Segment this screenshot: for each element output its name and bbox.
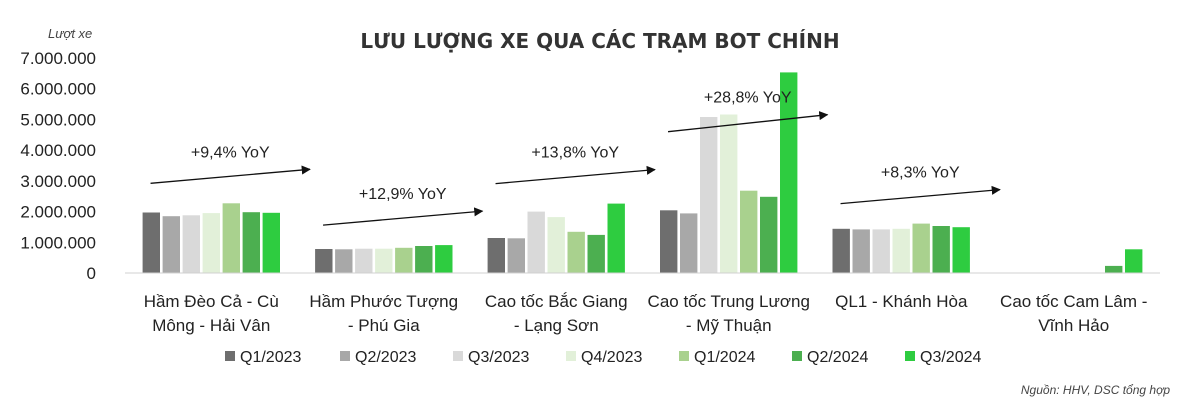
legend-label: Q2/2023 xyxy=(355,349,416,366)
legend-swatch-Q4-2023 xyxy=(566,351,576,361)
yoy-annotation-label: +8,3% YoY xyxy=(881,165,960,182)
bar-Q1-2023 xyxy=(660,210,678,273)
legend-swatch-Q1-2024 xyxy=(679,351,689,361)
legend-label: Q4/2023 xyxy=(581,349,642,366)
bar-Q1-2023 xyxy=(142,212,160,273)
y-tick-label: 5.000.000 xyxy=(20,110,96,129)
chart-title: LƯU LƯỢNG XE QUA CÁC TRẠM BOT CHÍNH xyxy=(360,29,839,53)
y-axis-ticks: 0 1.000.000 2.000.000 3.000.000 4.000.000 5.0… xyxy=(20,49,96,283)
bar-Q1-2024 xyxy=(912,223,930,273)
legend-swatch-Q2-2023 xyxy=(340,351,350,361)
bar-Q1-2024 xyxy=(567,231,585,273)
x-tick-label: QL1 - Khánh Hòa xyxy=(835,292,968,311)
y-tick-label: 7.000.000 xyxy=(20,49,96,68)
bar-Q1-2023 xyxy=(315,249,333,273)
y-tick-label: 3.000.000 xyxy=(20,172,96,191)
bar-Q3-2023 xyxy=(355,248,373,273)
yoy-arrow xyxy=(150,165,311,184)
x-tick-label: Cao tốc Bắc Giang - Lạng Sơn xyxy=(485,292,628,335)
legend-label: Q1/2024 xyxy=(694,349,755,366)
bar-Q1-2023 xyxy=(487,238,505,273)
bar-Q4-2023 xyxy=(892,228,910,273)
yoy-annotation-label: +12,9% YoY xyxy=(359,186,447,203)
bar-Q2-2024 xyxy=(932,226,950,273)
bar-Q4-2023 xyxy=(547,217,565,273)
bar-Q2-2024 xyxy=(587,234,605,273)
x-tick-label: Cao tốc Cam Lâm -Vĩnh Hảo xyxy=(1000,292,1147,335)
bar-Q3-2023 xyxy=(872,229,890,273)
bar-Q3-2024 xyxy=(262,212,280,273)
x-tick-label: Hầm Phước Tượng - Phú Gia xyxy=(309,292,458,335)
x-axis-ticks: Hầm Đèo Cả - Cù Mông - Hải Vân Hầm Phước T… xyxy=(144,292,1148,335)
bar-Q4-2023 xyxy=(375,248,393,273)
yoy-annotation-label: +9,4% YoY xyxy=(191,144,270,161)
bar-Q2-2023 xyxy=(852,229,870,273)
bar-Q2-2023 xyxy=(162,216,180,273)
yoy-annotation-label: +13,8% YoY xyxy=(531,145,619,162)
bar-Q4-2023 xyxy=(720,114,738,273)
bar-series xyxy=(142,72,1143,274)
bar-Q4-2023 xyxy=(202,213,220,273)
bar-Q2-2023 xyxy=(335,249,353,273)
y-tick-label: 4.000.000 xyxy=(20,141,96,160)
y-axis-label: Lượt xe xyxy=(48,26,92,41)
bar-Q2-2024 xyxy=(415,246,433,273)
yoy-arrow xyxy=(322,207,484,226)
legend-label: Q1/2023 xyxy=(240,349,301,366)
bar-Q3-2023 xyxy=(182,215,200,273)
bar-Q1-2024 xyxy=(740,190,758,273)
bar-Q2-2024 xyxy=(760,196,778,273)
yoy-annotations: +9,4% YoY +12,9% YoY +13,8% YoY +28,8% YoY +… xyxy=(150,90,1001,226)
yoy-arrow xyxy=(495,165,656,185)
legend-label: Q2/2024 xyxy=(807,349,868,366)
y-tick-label: 2.000.000 xyxy=(20,203,96,222)
bar-Q1-2024 xyxy=(222,203,240,273)
bar-Q3-2024 xyxy=(1125,249,1143,273)
yoy-arrow xyxy=(667,111,829,133)
bar-Q3-2023 xyxy=(700,117,718,273)
y-tick-label: 6.000.000 xyxy=(20,80,96,99)
legend-swatch-Q2-2024 xyxy=(792,351,802,361)
source-note: Nguồn: HHV, DSC tổng hợp xyxy=(1021,383,1170,397)
x-tick-label: Hầm Đèo Cả - Cù Mông - Hải Vân xyxy=(144,292,279,335)
bar-Q3-2023 xyxy=(527,211,545,273)
legend-swatch-Q3-2023 xyxy=(453,351,463,361)
yoy-annotation-label: +28,8% YoY xyxy=(704,90,792,107)
x-tick-label: Cao tốc Trung Lương - Mỹ Thuận xyxy=(648,292,810,335)
bar-Q1-2023 xyxy=(832,228,850,273)
legend-label: Q3/2023 xyxy=(468,349,529,366)
bar-Q2-2024 xyxy=(1105,265,1123,273)
y-tick-label: 0 xyxy=(87,264,96,283)
bar-Q3-2024 xyxy=(435,245,453,273)
bar-Q2-2023 xyxy=(680,213,698,273)
bar-Q2-2023 xyxy=(507,238,525,273)
legend-swatch-Q1-2023 xyxy=(225,351,235,361)
legend: Q1/2023 Q2/2023 Q3/2023 Q4/2023 Q1/2024 Q2/20… xyxy=(225,349,981,366)
legend-label: Q3/2024 xyxy=(920,349,981,366)
bar-Q2-2024 xyxy=(242,212,260,273)
bar-Q3-2024 xyxy=(780,72,798,274)
yoy-arrow xyxy=(840,185,1001,205)
bar-Q3-2024 xyxy=(952,227,970,273)
legend-swatch-Q3-2024 xyxy=(905,351,915,361)
bar-Q1-2024 xyxy=(395,247,413,273)
y-tick-label: 1.000.000 xyxy=(20,233,96,252)
bar-Q3-2024 xyxy=(607,203,625,273)
